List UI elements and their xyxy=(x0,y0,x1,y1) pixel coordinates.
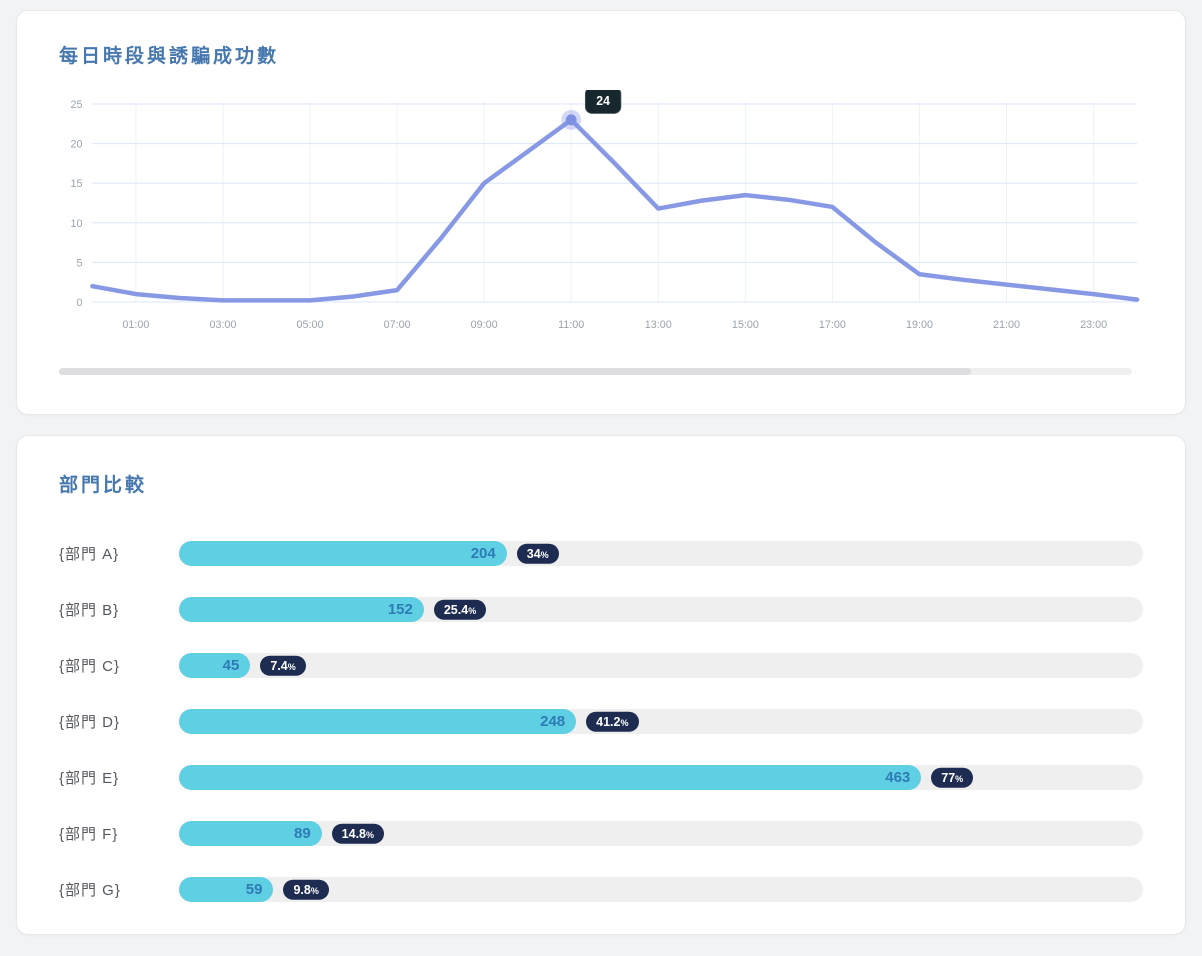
x-axis-tick-label: 13:00 xyxy=(645,319,672,331)
bar-fill[interactable]: 204 xyxy=(179,541,507,566)
chart-scrollbar-track[interactable] xyxy=(59,368,1133,375)
percent-sign: % xyxy=(620,717,629,728)
x-axis-tick-label: 01:00 xyxy=(122,319,149,331)
chart-scrollbar-thumb[interactable] xyxy=(59,368,972,375)
percent-value: 14.8 xyxy=(341,826,367,841)
percent-badge: 9.8% xyxy=(283,879,329,900)
percent-badge: 34% xyxy=(516,543,559,564)
bar-row-label: {部門 G} xyxy=(59,882,121,899)
x-axis-tick-label: 17:00 xyxy=(819,319,846,331)
peak-marker xyxy=(565,114,577,126)
bar-value: 463 xyxy=(885,769,911,786)
line-chart[interactable]: 0 5 10 15 20 25 01:00 03:00 05:00 07:00 09:00 11:00… xyxy=(59,90,1143,342)
bar-track: 45 7.4% xyxy=(179,653,1143,678)
bar-value: 248 xyxy=(540,713,566,730)
bar-chart: {部門 A} 204 34% {部門 B} 152 25.4% {部門 C} 45 7.4% {部… xyxy=(59,541,1143,902)
percent-badge: 41.2% xyxy=(586,711,639,732)
x-axis-tick-label: 03:00 xyxy=(209,319,236,331)
bar-row: {部門 C} 45 7.4% xyxy=(59,653,1143,678)
percent-value: 41.2 xyxy=(596,714,621,729)
x-axis-tick-label: 15:00 xyxy=(732,319,759,331)
x-axis-tick-label: 07:00 xyxy=(384,319,411,331)
line-chart-area: 0 5 10 15 20 25 01:00 03:00 05:00 07:00 09:00 11:00… xyxy=(59,90,1143,375)
daily-line-chart-card: 每日時段與誘騙成功數 0 5 10 15 20 25 01:00 03:00 05:00 07:0… xyxy=(16,10,1186,415)
bar-row: {部門 G} 59 9.8% xyxy=(59,877,1143,902)
bar-fill[interactable]: 463 xyxy=(179,765,922,790)
y-axis-tick-label: 15 xyxy=(71,178,83,190)
percent-value: 9.8 xyxy=(293,882,311,897)
percent-sign: % xyxy=(310,885,319,896)
peak-tooltip-value: 24 xyxy=(596,94,610,108)
y-axis-tick-label: 0 xyxy=(77,297,83,309)
percent-sign: % xyxy=(955,773,964,784)
bar-chart-title: 部門比較 xyxy=(59,475,148,496)
percent-sign: % xyxy=(287,661,296,672)
percent-value: 7.4 xyxy=(270,658,288,673)
x-axis-tick-label: 09:00 xyxy=(471,319,498,331)
percent-badge: 77% xyxy=(931,767,974,788)
bar-row: {部門 E} 463 77% xyxy=(59,765,1143,790)
bar-row: {部門 B} 152 25.4% xyxy=(59,597,1143,622)
x-axis-tick-label: 11:00 xyxy=(558,319,584,331)
bar-value: 59 xyxy=(245,881,263,898)
x-axis-tick-label: 23:00 xyxy=(1080,319,1107,331)
bar-fill[interactable]: 152 xyxy=(179,597,424,622)
line-chart-title: 每日時段與誘騙成功數 xyxy=(59,46,280,67)
y-axis-tick-label: 10 xyxy=(71,218,83,230)
bar-track: 463 77% xyxy=(179,765,1143,790)
bar-row-label: {部門 C} xyxy=(59,658,121,675)
percent-badge: 7.4% xyxy=(260,655,306,676)
bar-fill[interactable]: 89 xyxy=(179,821,322,846)
bar-row-label: {部門 F} xyxy=(59,826,119,843)
bar-row-label: {部門 E} xyxy=(59,770,120,787)
x-axis-tick-label: 19:00 xyxy=(906,319,933,331)
bar-fill[interactable]: 45 xyxy=(179,653,251,678)
bar-row-label: {部門 D} xyxy=(59,714,121,731)
bar-row: {部門 A} 204 34% xyxy=(59,541,1143,566)
bar-fill[interactable]: 248 xyxy=(179,709,577,734)
y-axis-tick-label: 5 xyxy=(77,257,83,269)
bar-row-label: {部門 A} xyxy=(59,546,120,563)
y-axis-tick-label: 20 xyxy=(71,139,83,151)
bar-track: 152 25.4% xyxy=(179,597,1143,622)
line-series xyxy=(90,117,1140,303)
bar-track: 204 34% xyxy=(179,541,1143,566)
percent-sign: % xyxy=(468,605,477,616)
percent-sign: % xyxy=(540,549,549,560)
department-comparison-card: 部門比較 {部門 A} 204 34% {部門 B} 152 25.4% {部門 C} 45 7… xyxy=(16,435,1186,935)
percent-badge: 14.8% xyxy=(331,823,385,844)
x-axis-tick-label: 21:00 xyxy=(993,319,1020,331)
peak-tooltip xyxy=(584,90,623,115)
bar-value: 204 xyxy=(470,545,496,562)
bar-value: 89 xyxy=(293,825,311,842)
bar-fill[interactable]: 59 xyxy=(179,877,274,902)
x-axis-tick-label: 05:00 xyxy=(297,319,324,331)
bar-track: 89 14.8% xyxy=(179,821,1143,846)
bar-row: {部門 D} 248 41.2% xyxy=(59,709,1143,734)
percent-badge: 25.4% xyxy=(433,599,487,620)
percent-value: 34 xyxy=(526,546,541,561)
percent-value: 25.4 xyxy=(443,602,469,617)
bar-value: 45 xyxy=(222,657,240,674)
bar-track: 59 9.8% xyxy=(179,877,1143,902)
percent-sign: % xyxy=(366,829,375,840)
bar-track: 248 41.2% xyxy=(179,709,1143,734)
bar-row-label: {部門 B} xyxy=(59,602,120,619)
bar-value: 152 xyxy=(387,601,413,618)
percent-value: 77 xyxy=(941,770,956,785)
y-axis-tick-label: 25 xyxy=(71,99,83,111)
bar-row: {部門 F} 89 14.8% xyxy=(59,821,1143,846)
